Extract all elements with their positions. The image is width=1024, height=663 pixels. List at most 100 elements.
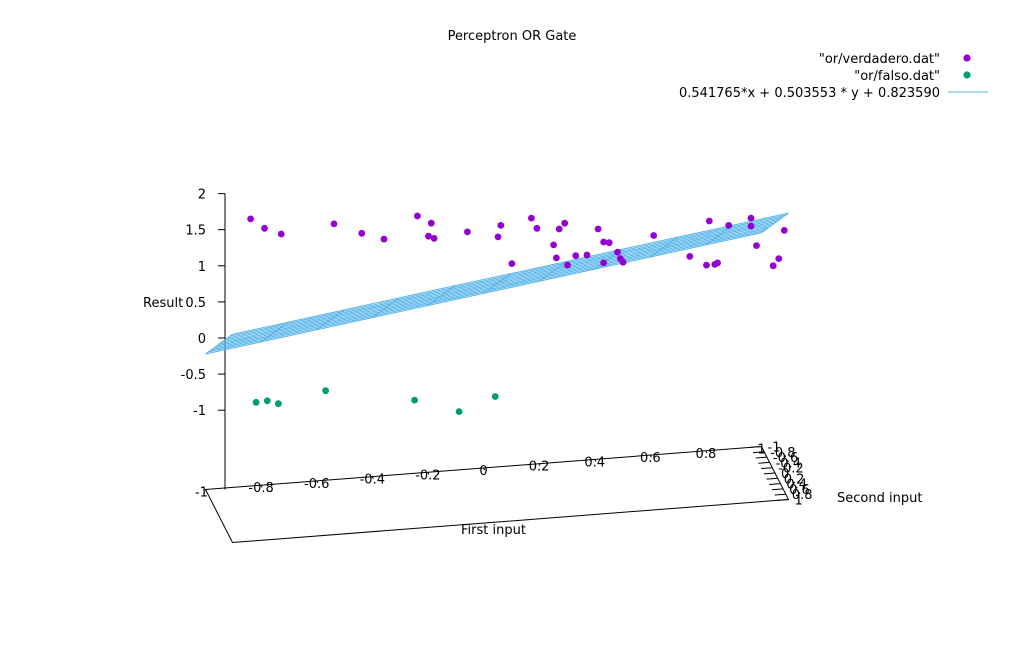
y-tick-label: -0.2 xyxy=(778,462,803,477)
y-tick xyxy=(761,467,773,470)
x-tick xyxy=(316,480,319,484)
mesh-line xyxy=(221,220,778,343)
legend-label-falso: "or/falso.dat" xyxy=(854,69,940,84)
y-tick xyxy=(774,493,786,496)
point-verdadero xyxy=(564,261,571,269)
point-verdadero xyxy=(605,239,613,247)
legend-marker-verdadero xyxy=(963,54,971,62)
point-falso xyxy=(263,397,271,405)
x-axis-ticks: -1 -0.8 -0.6 -0.4 -0.2 0 0.2 0.4 0.6 0.8 1 xyxy=(195,443,766,501)
point-verdadero xyxy=(600,259,607,267)
legend-label-verdadero: "or/verdadero.dat" xyxy=(819,52,940,67)
z-tick-label: -1 xyxy=(193,404,206,419)
point-verdadero xyxy=(614,248,621,256)
point-verdadero xyxy=(464,228,471,236)
point-verdadero xyxy=(769,262,777,270)
data-points xyxy=(247,212,788,415)
legend: "or/verdadero.dat" "or/falso.dat" 0.5417… xyxy=(679,52,988,101)
y-tick-label: 1 xyxy=(795,494,803,509)
point-verdadero xyxy=(247,215,255,223)
point-verdadero xyxy=(528,214,535,222)
y-tick xyxy=(766,477,778,480)
z-tick-label: 1.5 xyxy=(185,224,206,239)
z-tick-label: 1 xyxy=(198,260,206,275)
y-tick-label: -1 xyxy=(768,441,781,456)
x-tick-label: 0.4 xyxy=(584,455,605,470)
point-verdadero xyxy=(725,222,733,229)
x-tick-label: -1 xyxy=(195,486,208,501)
x-tick-label: -0.8 xyxy=(248,481,273,496)
point-verdadero xyxy=(780,227,788,234)
point-verdadero xyxy=(330,220,338,228)
legend-marker-falso xyxy=(963,71,971,79)
y-tick-label: 0 xyxy=(781,467,789,482)
point-verdadero xyxy=(747,214,755,222)
x-tick xyxy=(260,484,263,488)
point-falso xyxy=(455,408,463,415)
z-axis: 2 1.5 1 0.5 0 -0.5 -1 xyxy=(181,188,226,490)
x-tick-label: -0.4 xyxy=(360,473,385,488)
y-tick xyxy=(763,472,776,475)
z-tick-label: 0 xyxy=(198,332,206,347)
point-verdadero xyxy=(572,252,580,260)
point-verdadero xyxy=(427,219,435,227)
y-tick-label: -0.4 xyxy=(776,456,801,471)
x-tick xyxy=(371,476,374,479)
point-verdadero xyxy=(775,255,783,262)
point-verdadero xyxy=(583,251,591,259)
point-falso xyxy=(275,400,282,408)
point-verdadero xyxy=(261,224,268,232)
x-tick xyxy=(483,467,486,471)
point-verdadero xyxy=(705,217,713,225)
y-tick-label: 0.6 xyxy=(789,483,810,498)
chart-title: Perceptron OR Gate xyxy=(448,29,577,44)
point-verdadero xyxy=(650,232,658,239)
y-tick xyxy=(769,483,781,485)
mesh-line xyxy=(224,218,781,341)
y-tick-label: 0.2 xyxy=(784,472,805,487)
point-verdadero xyxy=(753,242,760,250)
x-tick-label: 0.6 xyxy=(640,451,661,466)
y-tick xyxy=(750,446,762,448)
x-tick xyxy=(649,454,652,458)
x-tick-label: 0.8 xyxy=(696,447,717,462)
y-tick xyxy=(758,461,770,464)
x-tick-label: 0.2 xyxy=(529,460,550,475)
point-verdadero xyxy=(594,225,602,233)
point-falso xyxy=(252,398,260,406)
y-axis-ticks: -1-0.8-0.6-0.4-0.200.20.40.60.81 xyxy=(750,441,812,509)
x-tick xyxy=(594,459,597,462)
y-tick-label: -0.6 xyxy=(773,451,798,466)
x-tick-label: -0.6 xyxy=(304,477,329,492)
point-verdadero xyxy=(703,261,710,269)
mesh-line xyxy=(232,212,789,335)
point-verdadero xyxy=(508,260,516,267)
point-falso xyxy=(411,396,418,404)
point-verdadero xyxy=(358,229,366,237)
x-tick xyxy=(761,446,764,449)
z-tick-label: 0.5 xyxy=(185,296,206,311)
point-verdadero xyxy=(533,224,541,232)
x-tick xyxy=(205,489,208,492)
z-axis-label: Result xyxy=(143,296,183,311)
point-verdadero xyxy=(619,258,627,266)
point-verdadero xyxy=(686,253,694,260)
point-falso xyxy=(491,393,499,400)
z-tick-label: 2 xyxy=(198,188,206,203)
mesh-line xyxy=(226,216,784,339)
y-tick-label: 0.4 xyxy=(786,478,807,493)
point-verdadero xyxy=(561,219,569,227)
x-tick xyxy=(538,463,541,467)
y-tick-label: 0.8 xyxy=(792,488,813,503)
point-verdadero xyxy=(414,212,421,220)
mesh-line xyxy=(218,222,776,345)
y-tick xyxy=(753,451,765,454)
x-tick xyxy=(705,450,708,454)
point-verdadero xyxy=(277,230,285,238)
y-tick-label: -0.8 xyxy=(770,446,795,461)
x-tick xyxy=(427,472,430,475)
mesh-line xyxy=(761,212,789,234)
z-tick-label: -0.5 xyxy=(181,368,206,383)
point-verdadero xyxy=(430,235,438,242)
legend-label-plane: 0.541765*x + 0.503553 * y + 0.823590 xyxy=(679,86,940,101)
